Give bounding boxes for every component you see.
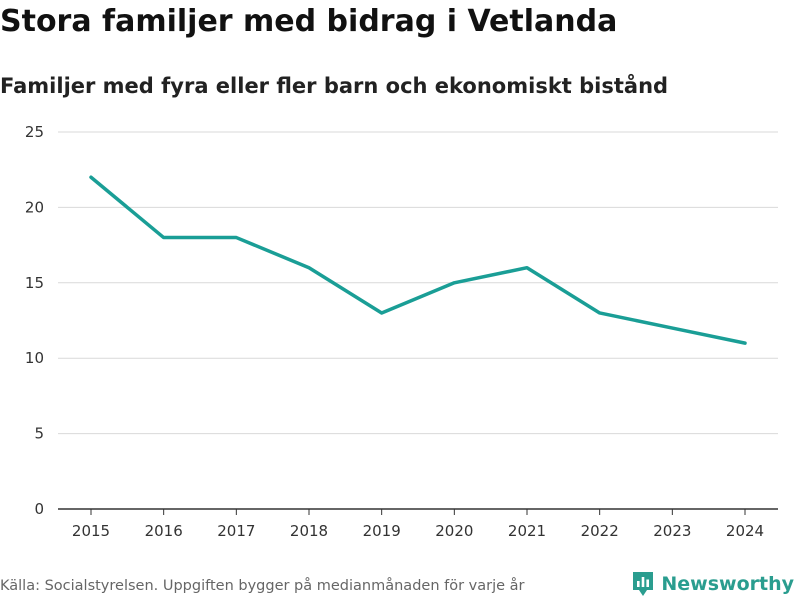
y-tick-label-0: 0 bbox=[34, 500, 44, 518]
source-note: Källa: Socialstyrelsen. Uppgiften bygger… bbox=[0, 578, 525, 594]
series: 2015: 222016: 182017: 182018: 162019: 13… bbox=[89, 175, 747, 345]
x-tick-label-2018: 2018 bbox=[290, 522, 328, 540]
x-tick-label-2017: 2017 bbox=[217, 522, 255, 540]
newsworthy-logo-icon bbox=[633, 572, 654, 596]
y-tick-label-5: 5 bbox=[34, 425, 44, 443]
series-line-0 bbox=[89, 175, 747, 345]
y-tick-label-15: 15 bbox=[25, 274, 44, 292]
x-tick-label-2015: 2015 bbox=[72, 522, 110, 540]
gridlines bbox=[58, 131, 778, 435]
x-tick-label-2021: 2021 bbox=[508, 522, 546, 540]
x-tick-label-2019: 2019 bbox=[363, 522, 401, 540]
x-tick-label-2024: 2024 bbox=[726, 522, 764, 540]
chart-subtitle: Familjer med fyra eller fler barn och ek… bbox=[0, 74, 669, 98]
y-axis: 0 5 10 15 20 25 bbox=[25, 123, 44, 518]
y-tick-label-25: 25 bbox=[25, 123, 44, 141]
x-tick-label-2022: 2022 bbox=[581, 522, 619, 540]
x-tick-label-2016: 2016 bbox=[145, 522, 183, 540]
x-axis-ticks: 2015 2016 2017 2018 2019 2020 2021 2022 2023 2024 bbox=[72, 509, 764, 540]
x-tick-label-2020: 2020 bbox=[435, 522, 473, 540]
y-tick-label-10: 10 bbox=[25, 349, 44, 367]
y-tick-label-20: 20 bbox=[25, 198, 44, 216]
brand-logo[interactable]: Newsworthy bbox=[631, 570, 794, 598]
chart-title: Stora familjer med bidrag i Vetlanda bbox=[0, 4, 618, 39]
brand-name: Newsworthy bbox=[661, 573, 794, 595]
x-tick-label-2023: 2023 bbox=[653, 522, 691, 540]
